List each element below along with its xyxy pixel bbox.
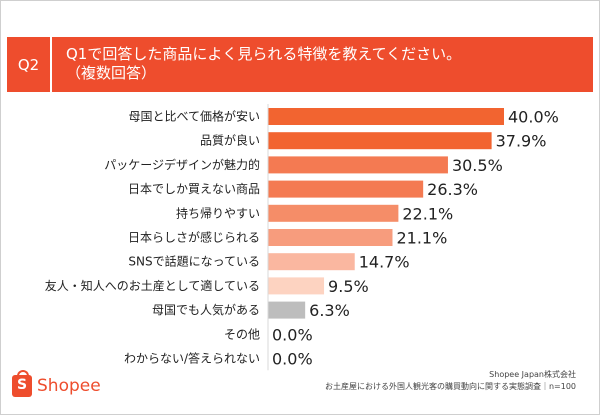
value-label: 14.7% xyxy=(359,253,410,272)
category-label: その他 xyxy=(224,327,260,341)
bar xyxy=(268,229,393,246)
bar xyxy=(268,253,355,271)
value-label: 37.9% xyxy=(496,132,547,151)
logo-glyph: S xyxy=(16,377,28,393)
shopping-bag-icon: S xyxy=(12,370,32,397)
bar xyxy=(268,180,424,198)
category-label: 日本らしさが感じられる xyxy=(128,230,260,245)
logo-text: Shopee xyxy=(37,376,101,396)
bar xyxy=(268,277,325,295)
category-label: 母国と比べて価格が安い xyxy=(128,109,260,124)
bar xyxy=(268,301,306,319)
category-label: SNSで話題になっている xyxy=(128,254,260,269)
bar xyxy=(268,156,448,174)
category-label: 母国でも人気がある xyxy=(152,302,260,317)
shopee-logo: S Shopee xyxy=(12,370,101,397)
question-badge: Q2 xyxy=(7,37,50,92)
value-label: 26.3% xyxy=(427,180,478,199)
chart-title: Q1で回答した商品によく見られる特徴を教えてください。 （複数回答） xyxy=(52,37,593,92)
title-line-1: Q1で回答した商品によく見られる特徴を教えてください。 xyxy=(66,45,462,63)
value-label: 0.0% xyxy=(272,350,313,369)
category-label: 持ち帰りやすい xyxy=(176,205,260,220)
value-label: 30.5% xyxy=(452,156,503,175)
category-label: 日本でしか買えない商品 xyxy=(128,181,260,196)
bar xyxy=(268,132,492,150)
category-label: 品質が良い xyxy=(200,133,260,148)
footer-survey: お土産屋における外国人観光客の購買動向に関する実態調査｜n=100 xyxy=(324,382,576,391)
value-label: 9.5% xyxy=(328,277,369,296)
value-label: 6.3% xyxy=(309,301,350,320)
value-label: 21.1% xyxy=(396,229,447,248)
value-label: 40.0% xyxy=(508,108,559,127)
value-label: 0.0% xyxy=(272,325,313,344)
value-label: 22.1% xyxy=(402,204,453,223)
bar xyxy=(268,108,504,125)
footer-company: Shopee Japan株式会社 xyxy=(489,370,576,379)
bar xyxy=(268,204,399,222)
category-label: わからない/答えられない xyxy=(124,351,260,366)
category-label: パッケージデザインが魅力的 xyxy=(104,157,260,172)
title-line-2: （複数回答） xyxy=(66,64,157,82)
category-label: 友人・知人へのお土産として適している xyxy=(45,278,260,293)
